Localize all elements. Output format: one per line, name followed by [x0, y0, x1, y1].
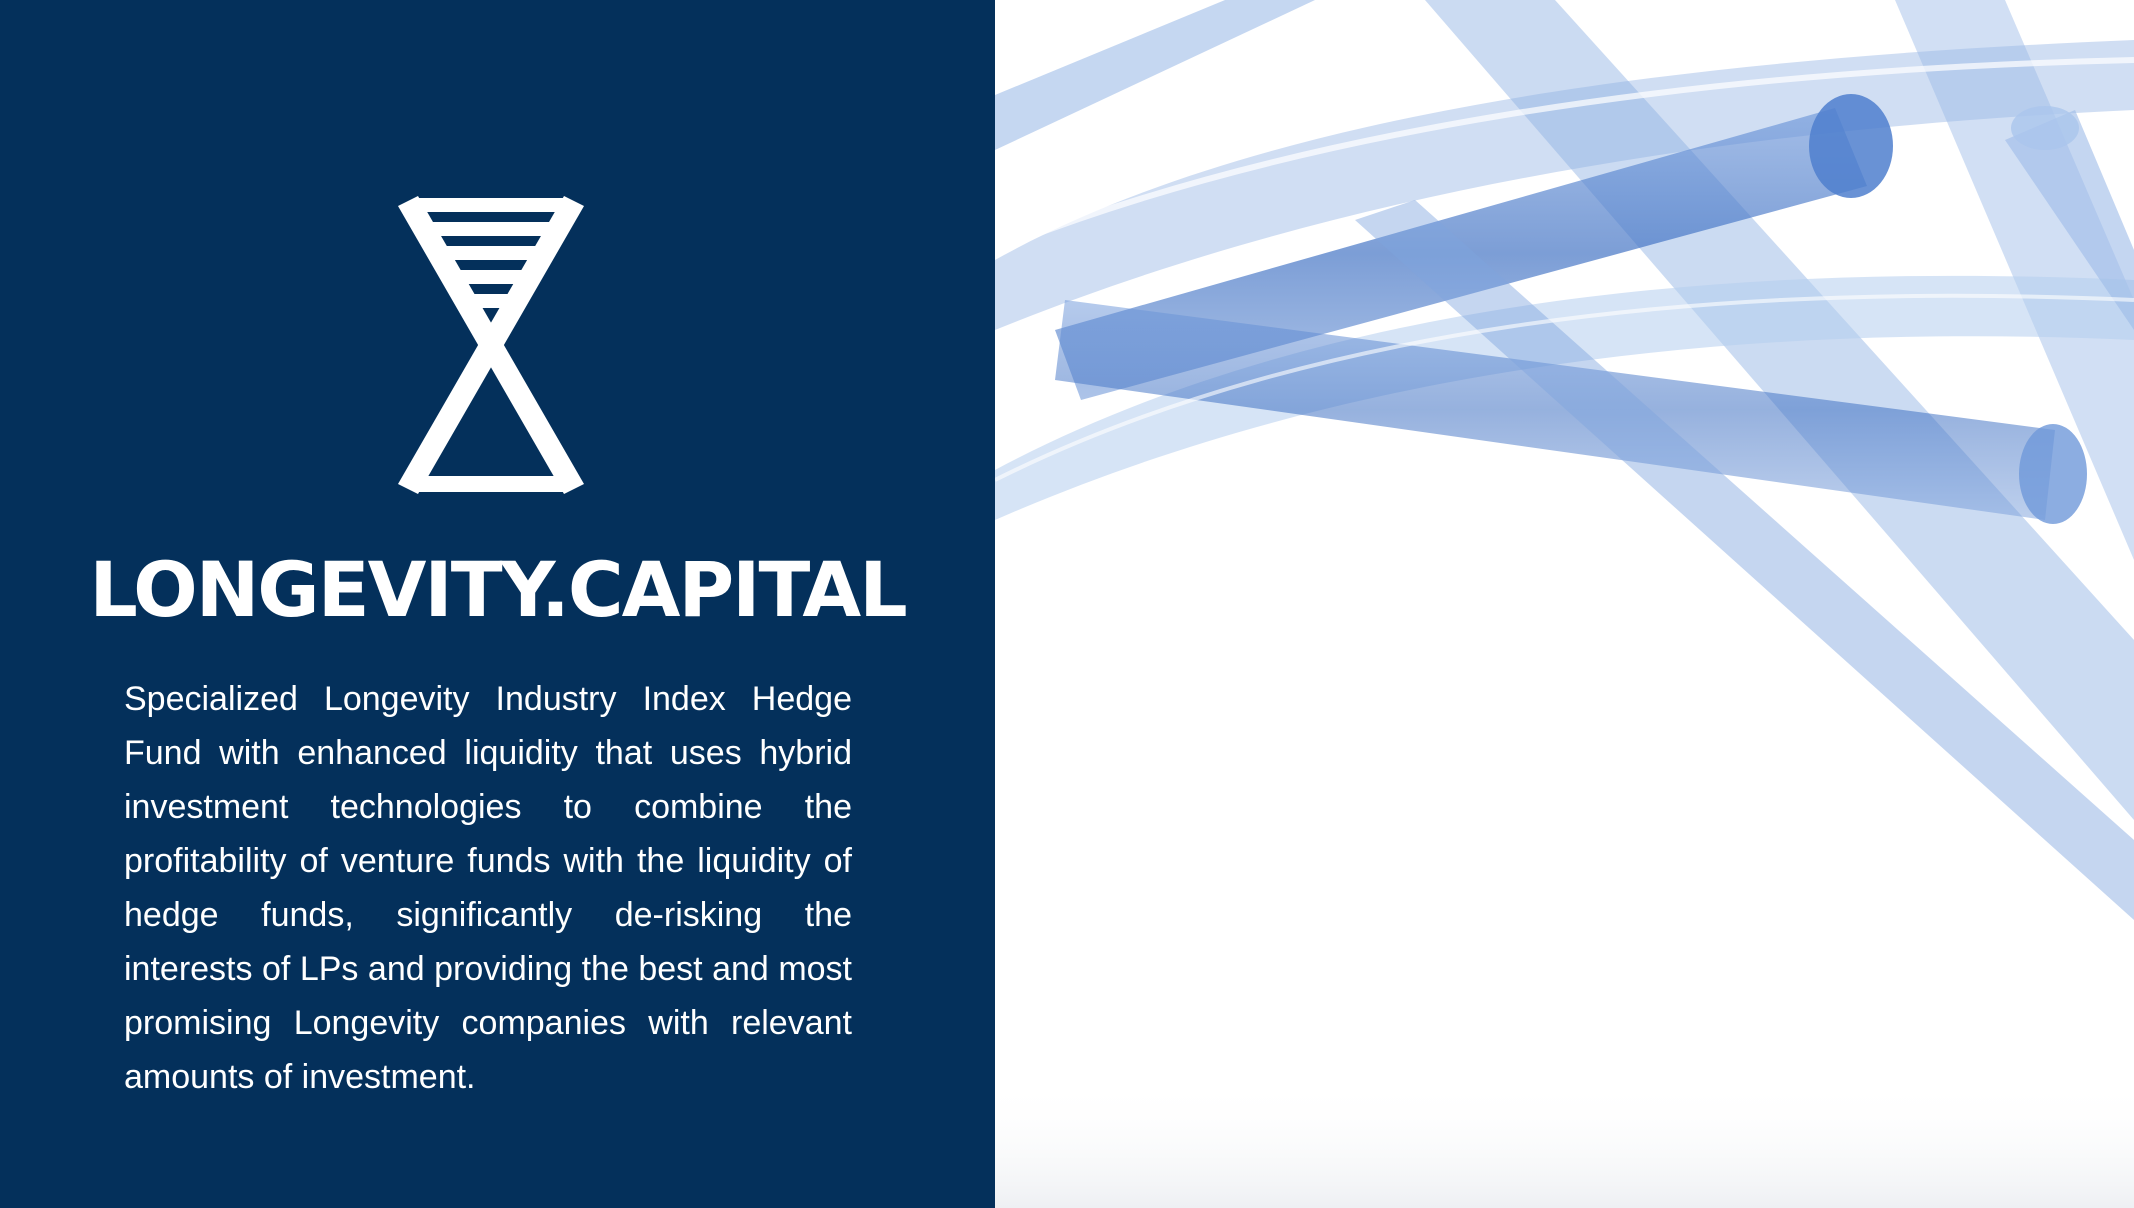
hourglass-dna-icon	[398, 196, 584, 494]
brand-description: Specialized Longevity Industry Index Hed…	[124, 680, 852, 1096]
brand-panel: LONGEVITY.CAPITAL Specialized Longevity …	[0, 0, 995, 1208]
transparent-blue-tubes-image	[995, 0, 2134, 1208]
brand-title: LONGEVITY.CAPITAL	[89, 545, 907, 634]
